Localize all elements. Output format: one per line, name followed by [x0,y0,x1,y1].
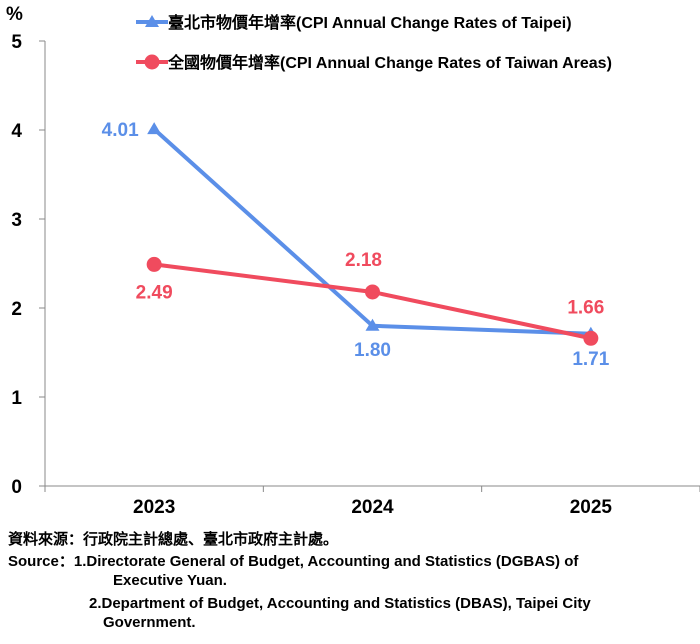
y-tick-label: 3 [11,210,22,231]
source-note-line1: Source：1.Directorate General of Budget, … [8,553,579,570]
y-tick-label: 4 [11,121,22,142]
series-group: 2.49 2.18 1.66 [136,250,604,346]
source-note-line2: Executive Yuan. [113,572,227,589]
series-line [152,127,591,336]
legend-item: 全國物價年增率(CPI Annual Change Rates of Taiwa… [136,53,612,72]
series-group: 4.01 1.80 1.71 [102,120,610,370]
data-label: 1.66 [567,297,604,318]
circle-marker [583,330,599,346]
triangle-marker [365,318,380,331]
data-label: 2.18 [345,250,382,271]
circle-marker [146,256,162,272]
y-unit-label: % [6,4,23,25]
triangle-marker [145,15,159,27]
data-label: 2.49 [136,282,173,303]
x-tick-label: 2024 [351,497,394,518]
triangle-marker [147,122,162,135]
source-note-line4: Government. [103,614,196,631]
circle-marker [365,284,380,300]
y-tick-label: 5 [11,32,22,53]
data-label: 1.80 [354,340,391,361]
source-note-chinese: 資料來源：行政院主計總處、臺北市政府主計處。 [8,531,339,548]
circle-marker [144,54,160,70]
legend-item: 臺北市物價年增率(CPI Annual Change Rates of Taip… [136,13,572,32]
y-tick-label: 0 [11,477,22,498]
source-note-line3: 2.Department of Budget, Accounting and S… [89,595,591,612]
x-tick-label: 2025 [570,497,613,518]
data-label: 4.01 [102,120,139,141]
y-tick-label: 1 [11,388,22,409]
legend-label: 臺北市物價年增率(CPI Annual Change Rates of Taip… [168,13,572,32]
legend-label: 全國物價年增率(CPI Annual Change Rates of Taiwa… [167,53,612,72]
y-tick-label: 2 [11,299,22,320]
line-chart: 0 1 2 3 4 5% 2023 2024 2025 4.01 1.80 1.71 2.49 2.18… [6,4,700,518]
data-label: 1.71 [572,349,609,370]
x-tick-label: 2023 [133,497,175,518]
